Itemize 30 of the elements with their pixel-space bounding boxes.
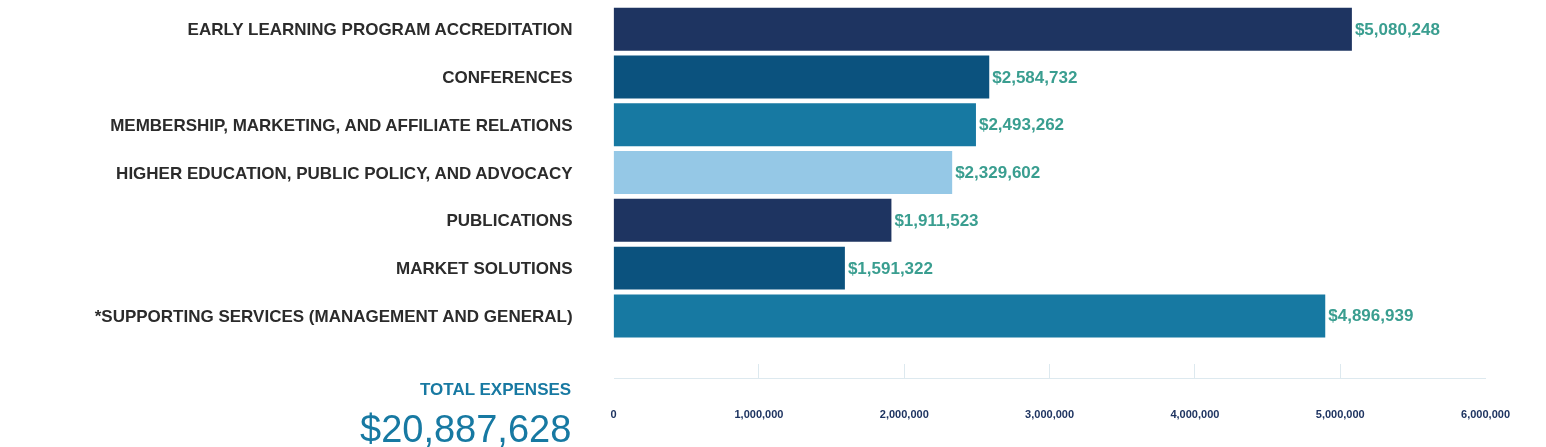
y-tick-label: MEMBERSHIP, MARKETING, AND AFFILIATE RELATIONS	[110, 115, 573, 135]
x-tick-label: 6,000,000	[1461, 408, 1511, 421]
bar	[613, 55, 990, 99]
y-tick-label: MARKET SOLUTIONS	[396, 259, 573, 279]
y-tick-label: *SUPPORTING SERVICES (MANAGEMENT AND GENERAL)	[94, 306, 573, 326]
bar	[613, 7, 1352, 51]
data-label: $1,911,523	[894, 210, 979, 230]
bar	[613, 246, 845, 290]
bar	[613, 198, 892, 242]
y-tick-label: EARLY LEARNING PROGRAM ACCREDITATION	[187, 20, 573, 40]
y-tick-label: CONFERENCES	[442, 67, 573, 87]
x-tick-label: 0	[610, 408, 617, 421]
x-tick-label: 4,000,000	[1170, 408, 1220, 421]
y-tick-label: PUBLICATIONS	[446, 211, 573, 231]
data-label: $1,591,322	[847, 258, 933, 278]
data-label: $5,080,248	[1354, 19, 1440, 39]
bar	[613, 103, 976, 147]
x-tick-label: 1,000,000	[734, 408, 784, 421]
text: TOTAL EXPENSES	[420, 380, 572, 399]
data-label: $2,493,262	[978, 115, 1065, 135]
data-label: $2,584,732	[992, 67, 1078, 87]
text: $20,887,628	[360, 408, 572, 447]
x-tick-label: 3,000,000	[1025, 408, 1075, 421]
bar	[613, 151, 953, 195]
data-label: $2,329,602	[955, 163, 1041, 183]
bar	[613, 294, 1326, 338]
y-tick-label: HIGHER EDUCATION, PUBLIC POLICY, AND ADVOCACY	[116, 163, 574, 183]
x-tick-label: 5,000,000	[1315, 408, 1365, 421]
x-tick-label: 2,000,000	[879, 408, 929, 421]
data-label: $4,896,939	[1328, 306, 1414, 326]
